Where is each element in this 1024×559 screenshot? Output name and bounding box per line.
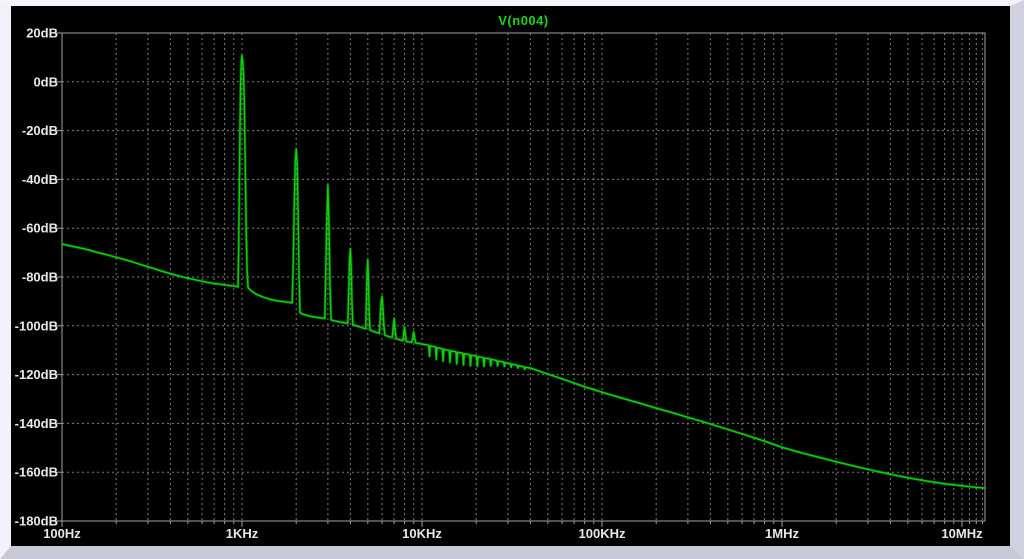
- x-tick-label: 10KHz: [402, 526, 442, 541]
- y-tick-label: -180dB: [15, 514, 58, 529]
- y-tick-label: -80dB: [22, 270, 58, 285]
- x-tick-label: 100KHz: [579, 526, 626, 541]
- y-tick-label: -40dB: [22, 172, 58, 187]
- y-tick-label: -20dB: [22, 123, 58, 138]
- y-tick-label: -160dB: [15, 465, 58, 480]
- y-tick-label: -60dB: [22, 221, 58, 236]
- fft-plot: 100Hz 1KHz 10KHz 100KHz 1MHz 10MHz 20dB 0dB -20d…: [15, 26, 986, 541]
- x-tick-label: 1MHz: [765, 526, 799, 541]
- trace-label[interactable]: V(n004): [498, 13, 549, 28]
- trace-vn004: [61, 54, 985, 489]
- x-tick-label: 1KHz: [226, 526, 259, 541]
- x-tick-label: 10MHz: [941, 526, 983, 541]
- y-tick-label: -140dB: [15, 416, 58, 431]
- y-tick-label: -120dB: [15, 367, 58, 382]
- plot-frame: [61, 32, 986, 522]
- y-tick-label: -100dB: [15, 318, 58, 333]
- y-tick-label: 20dB: [26, 26, 58, 41]
- y-tick-label: 0dB: [33, 74, 58, 89]
- x-tick-label: 100Hz: [43, 526, 81, 541]
